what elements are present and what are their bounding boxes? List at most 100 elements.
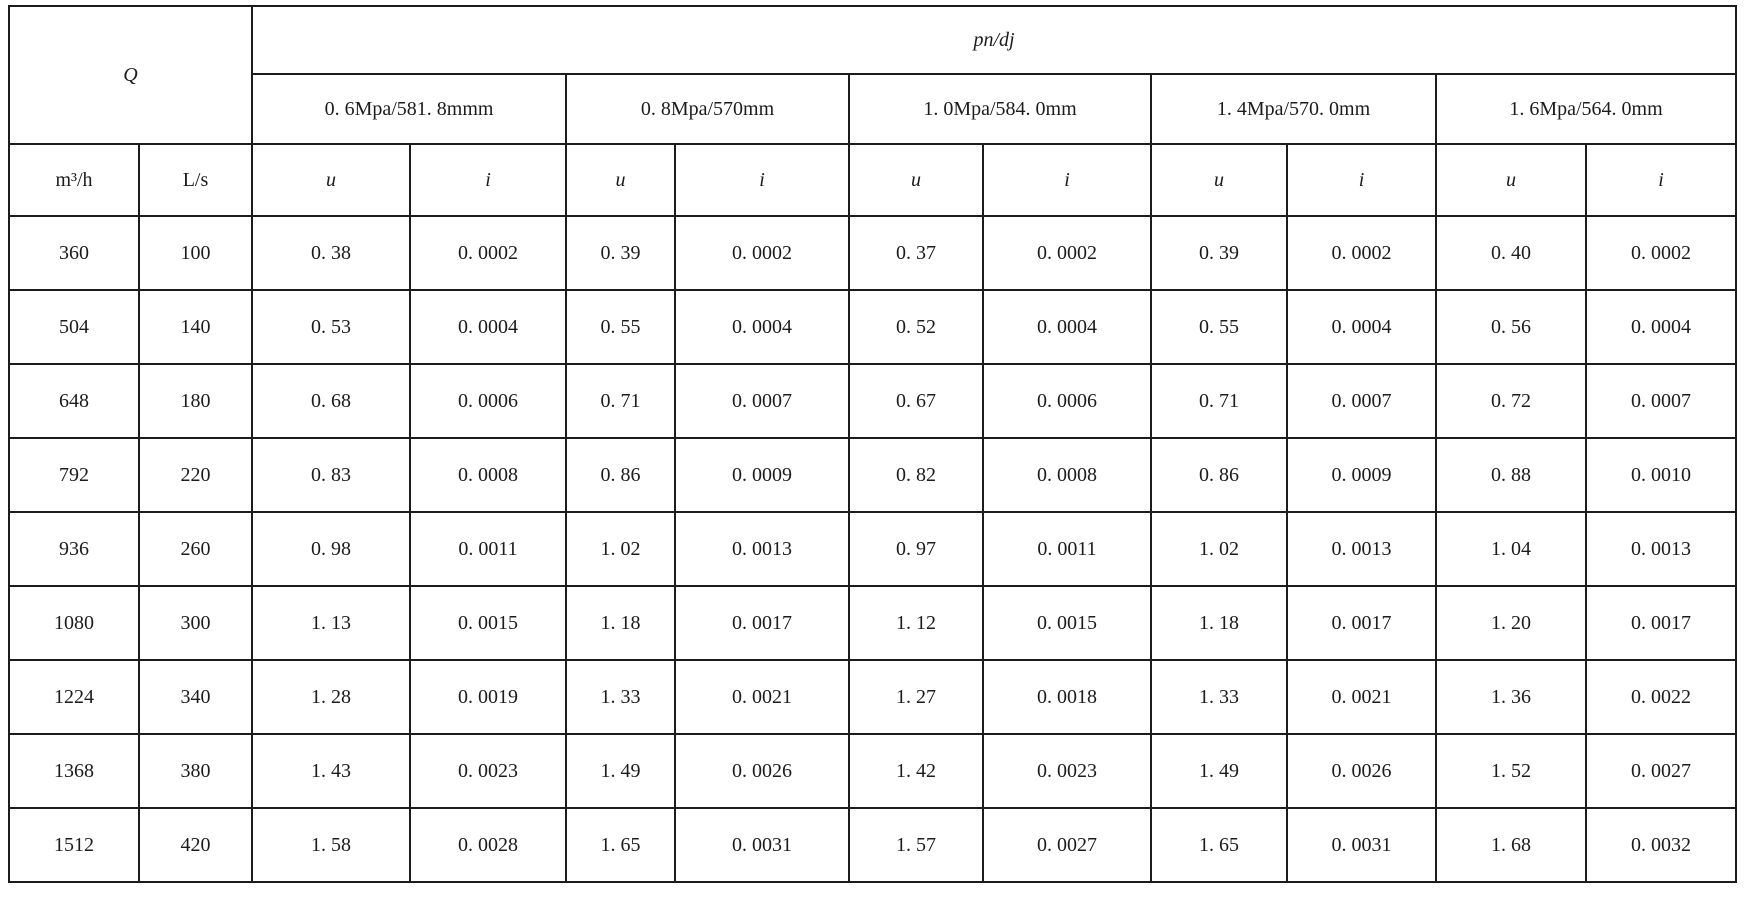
i-header-2: i: [674, 143, 851, 217]
pn-dj-header: pn/dj: [251, 5, 1738, 75]
data-cell: 0. 0011: [409, 511, 568, 587]
data-cell: 0. 0002: [409, 215, 568, 291]
data-cell: 1. 18: [565, 585, 677, 661]
data-cell: 1. 12: [848, 585, 985, 661]
data-cell: 360: [8, 215, 140, 291]
data-cell: 1. 49: [565, 733, 677, 809]
data-cell: 0. 86: [565, 437, 677, 513]
data-cell: 0. 0021: [1286, 659, 1438, 735]
table-row: 504 140 0. 53 0. 0004 0. 55 0. 0004 0. 52 0. 00…: [8, 289, 1738, 365]
data-cell: 0. 0026: [1286, 733, 1438, 809]
data-cell: 0. 0004: [1286, 289, 1438, 365]
table-row: 648 180 0. 68 0. 0006 0. 71 0. 0007 0. 67 0. 00…: [8, 363, 1738, 439]
data-cell: 1. 04: [1435, 511, 1588, 587]
data-cell: 260: [137, 511, 254, 587]
data-cell: 936: [8, 511, 140, 587]
data-cell: 0. 72: [1435, 363, 1588, 439]
data-cell: 180: [137, 363, 254, 439]
data-cell: 0. 0031: [1286, 807, 1438, 883]
table-body: 360 100 0. 38 0. 0002 0. 39 0. 0002 0. 37 0. 00…: [8, 215, 1738, 883]
data-cell: 0. 0006: [409, 363, 568, 439]
data-cell: 0. 38: [251, 215, 412, 291]
data-cell: 1. 43: [251, 733, 412, 809]
data-cell: 220: [137, 437, 254, 513]
data-cell: 0. 0023: [982, 733, 1153, 809]
data-cell: 1224: [8, 659, 140, 735]
data-cell: 0. 0008: [982, 437, 1153, 513]
data-cell: 1368: [8, 733, 140, 809]
data-cell: 0. 0015: [409, 585, 568, 661]
header-row-pndj: Q pn/dj: [7, 5, 1738, 145]
data-cell: 1. 28: [251, 659, 412, 735]
data-cell: 0. 0015: [982, 585, 1153, 661]
data-cell: 1. 13: [251, 585, 412, 661]
data-cell: 0. 0017: [674, 585, 851, 661]
data-cell: 0. 0002: [674, 215, 851, 291]
data-cell: 0. 0008: [409, 437, 568, 513]
table-row: 792 220 0. 83 0. 0008 0. 86 0. 0009 0. 82 0. 00…: [8, 437, 1738, 513]
q-column-header: Q: [7, 5, 254, 145]
data-cell: 0. 0013: [1585, 511, 1738, 587]
u-header-1: u: [251, 143, 412, 217]
data-cell: 0. 0009: [1286, 437, 1438, 513]
data-cell: 0. 67: [848, 363, 985, 439]
data-cell: 0. 40: [1435, 215, 1588, 291]
data-cell: 0. 0002: [1286, 215, 1438, 291]
data-cell: 0. 0018: [982, 659, 1153, 735]
data-cell: 0. 0009: [674, 437, 851, 513]
data-cell: 0. 86: [1150, 437, 1289, 513]
data-cell: 0. 0017: [1585, 585, 1738, 661]
data-cell: 0. 55: [565, 289, 677, 365]
data-cell: 0. 0007: [1286, 363, 1438, 439]
data-cell: 1. 65: [565, 807, 677, 883]
data-cell: 0. 83: [251, 437, 412, 513]
u-header-4: u: [1150, 143, 1289, 217]
u-header-3: u: [848, 143, 985, 217]
data-cell: 0. 97: [848, 511, 985, 587]
data-cell: 0. 0002: [982, 215, 1153, 291]
table-row: 1368 380 1. 43 0. 0023 1. 49 0. 0026 1. 42 0. 0…: [8, 733, 1738, 809]
data-cell: 140: [137, 289, 254, 365]
i-header-5: i: [1585, 143, 1738, 217]
data-cell: 0. 0027: [1585, 733, 1738, 809]
data-cell: 0. 0028: [409, 807, 568, 883]
data-cell: 0. 82: [848, 437, 985, 513]
data-cell: 300: [137, 585, 254, 661]
header-row-pressure: 0. 6Mpa/581. 8mmm 0. 8Mpa/570mm 1. 0Mpa/…: [9, 73, 1738, 145]
data-cell: 1. 57: [848, 807, 985, 883]
data-cell: 0. 0026: [674, 733, 851, 809]
table-row: 1224 340 1. 28 0. 0019 1. 33 0. 0021 1. 27 0. 0…: [8, 659, 1738, 735]
data-cell: 1. 49: [1150, 733, 1289, 809]
data-cell: 1. 33: [565, 659, 677, 735]
i-header-4: i: [1286, 143, 1438, 217]
data-cell: 0. 0027: [982, 807, 1153, 883]
data-cell: 1512: [8, 807, 140, 883]
data-cell: 0. 0004: [409, 289, 568, 365]
data-cell: 0. 0002: [1585, 215, 1738, 291]
data-cell: 0. 0032: [1585, 807, 1738, 883]
data-cell: 380: [137, 733, 254, 809]
data-cell: 0. 0013: [674, 511, 851, 587]
data-cell: 0. 0010: [1585, 437, 1738, 513]
data-cell: 0. 0004: [1585, 289, 1738, 365]
data-cell: 1080: [8, 585, 140, 661]
table-row: 1080 300 1. 13 0. 0015 1. 18 0. 0017 1. 12 0. 0…: [8, 585, 1738, 661]
pressure-header-0-6mpa: 0. 6Mpa/581. 8mmm: [251, 73, 568, 145]
data-cell: 0. 0019: [409, 659, 568, 735]
data-cell: 1. 58: [251, 807, 412, 883]
data-cell: 0. 0021: [674, 659, 851, 735]
i-header-3: i: [982, 143, 1153, 217]
unit-header-ls: L/s: [137, 143, 254, 217]
table-row: 936 260 0. 98 0. 0011 1. 02 0. 0013 0. 97 0. 00…: [8, 511, 1738, 587]
data-cell: 1. 27: [848, 659, 985, 735]
data-cell: 0. 88: [1435, 437, 1588, 513]
unit-header-m3h: m³/h: [8, 143, 140, 217]
data-cell: 1. 65: [1150, 807, 1289, 883]
header-row-units: m³/h L/s u i u i u i u i u i: [8, 143, 1738, 217]
data-cell: 0. 0017: [1286, 585, 1438, 661]
data-cell: 0. 55: [1150, 289, 1289, 365]
data-cell: 0. 0004: [674, 289, 851, 365]
pressure-header-1-6mpa: 1. 6Mpa/564. 0mm: [1435, 73, 1738, 145]
pressure-header-1-0mpa: 1. 0Mpa/584. 0mm: [848, 73, 1153, 145]
